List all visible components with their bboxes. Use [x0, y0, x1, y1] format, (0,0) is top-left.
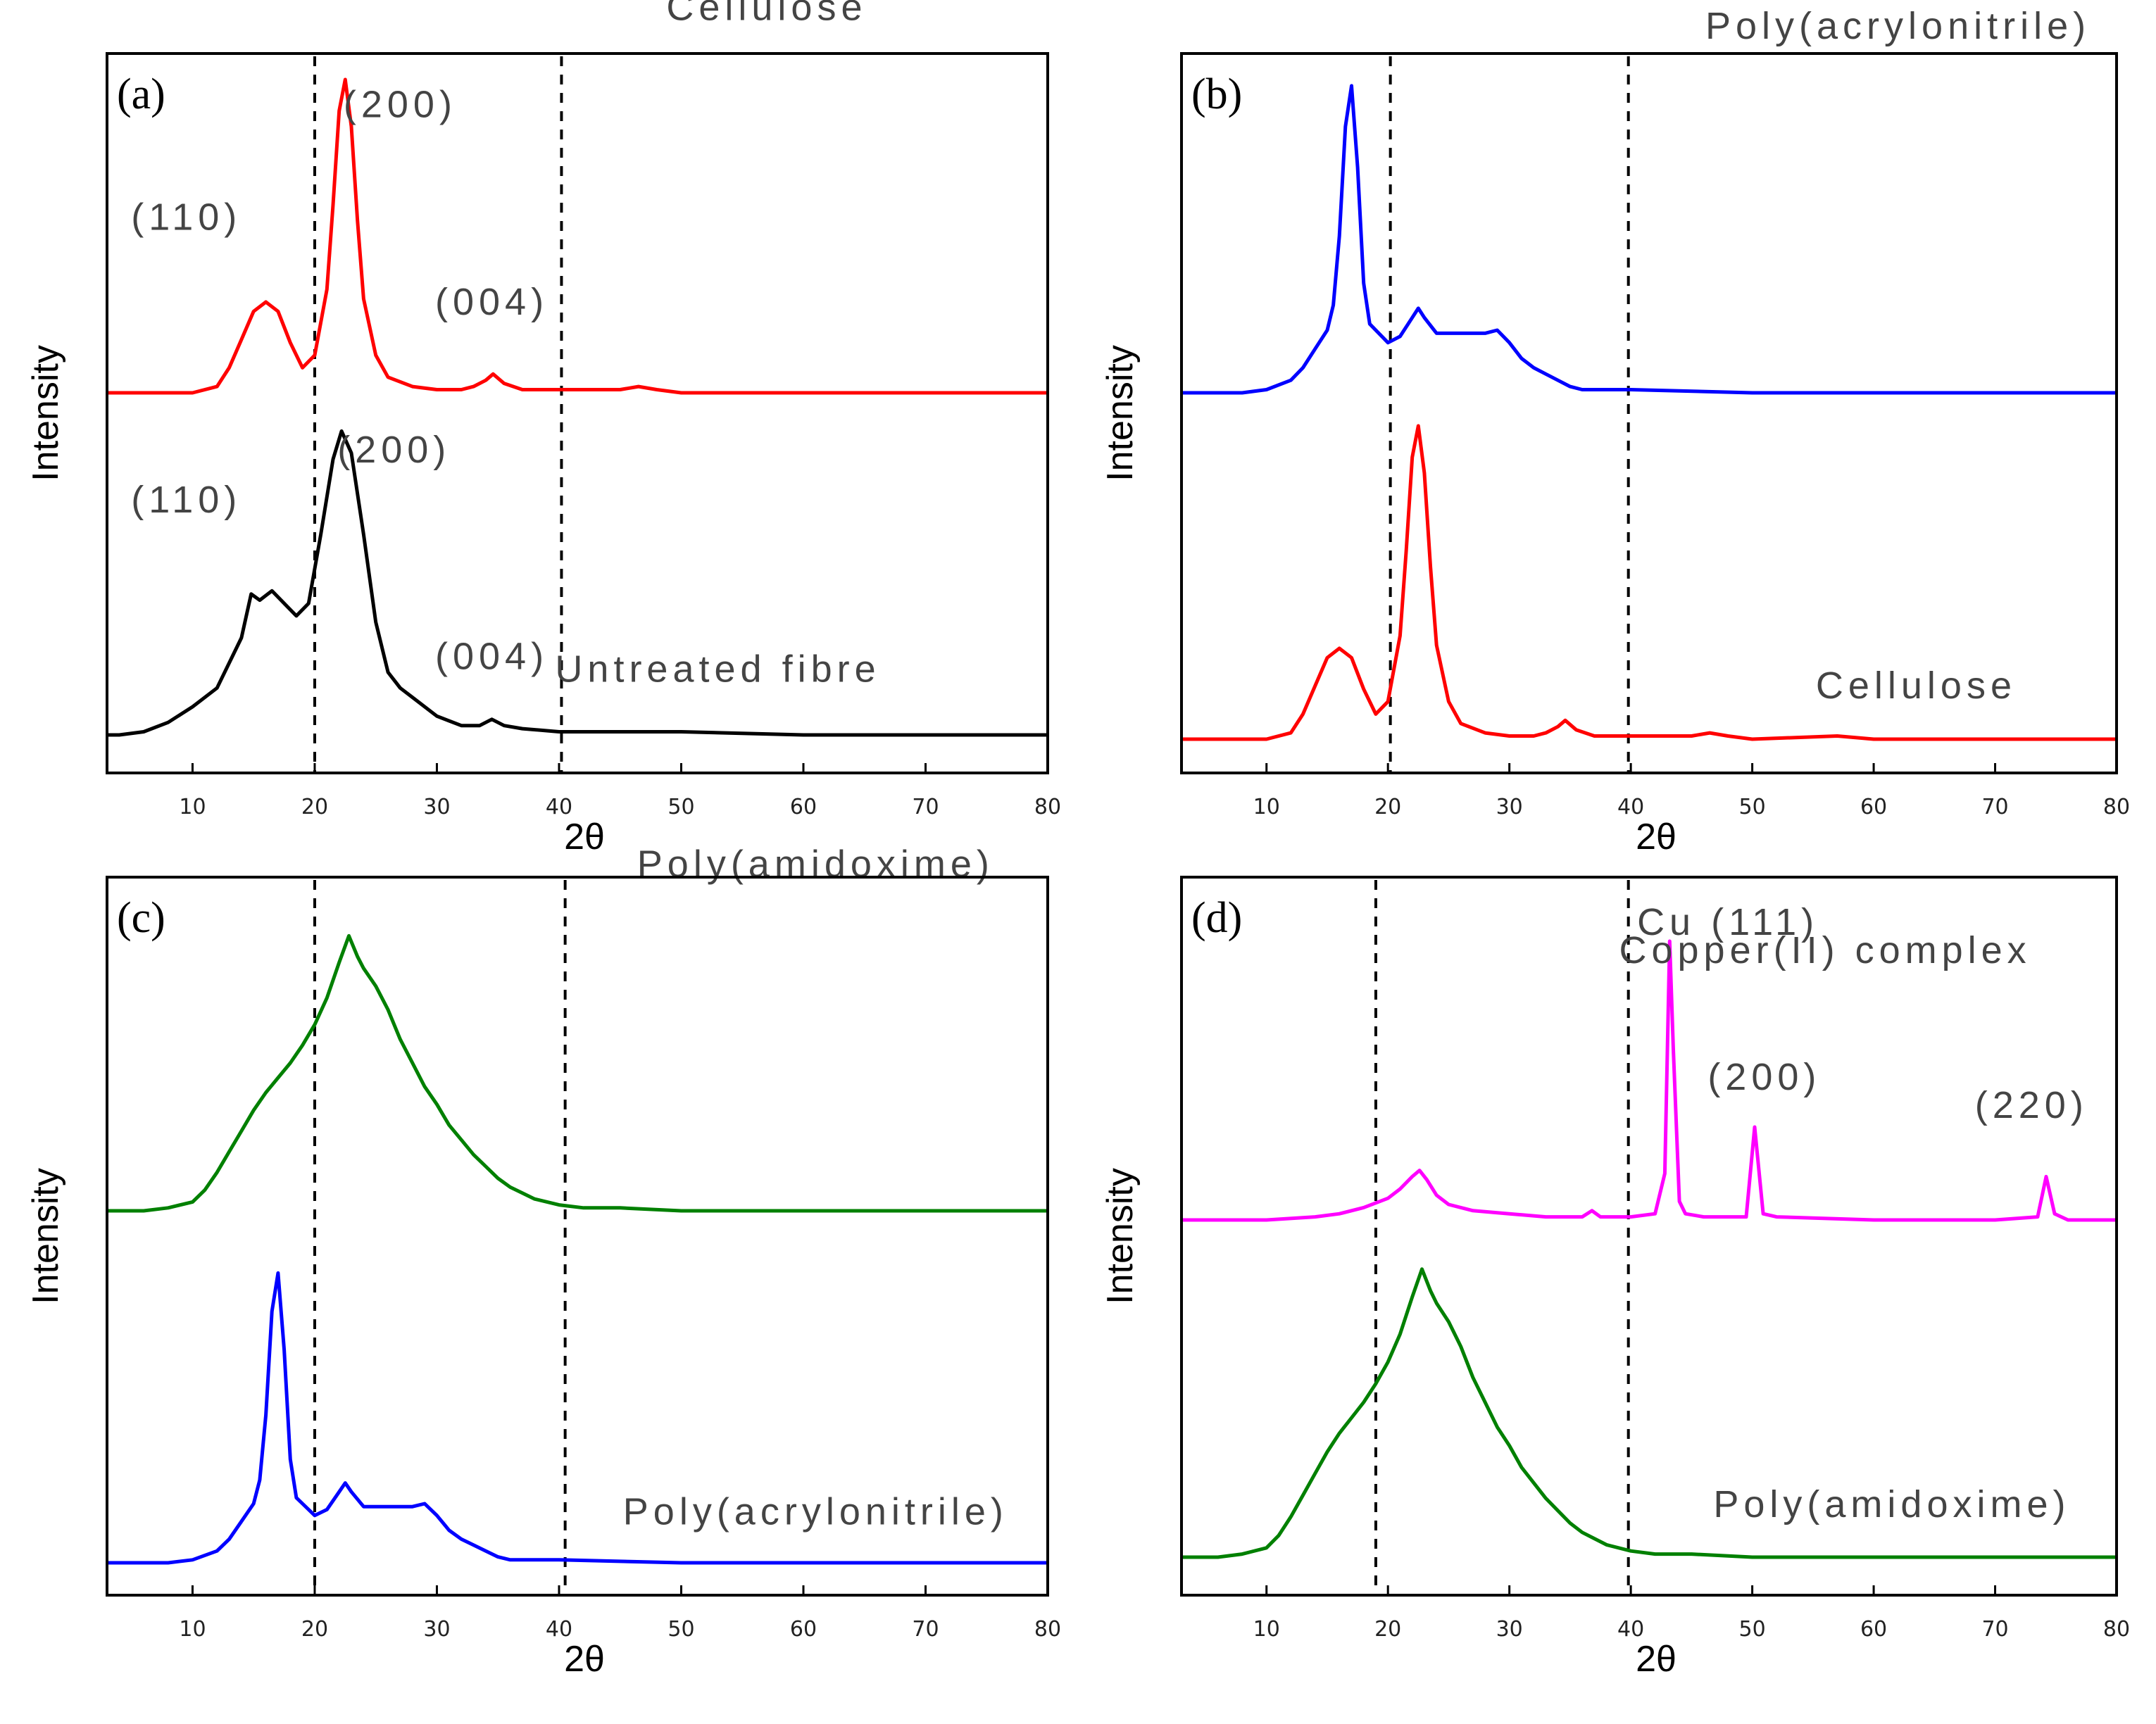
peak-annotation-1: Cu (111)	[1637, 901, 1819, 943]
x-tick-label-2: 20	[1374, 1617, 1401, 1642]
x-axis-label: 2θ	[564, 817, 605, 857]
x-tick-label-1: 10	[1253, 1617, 1280, 1642]
peak-annotation-3: (220)	[1975, 1084, 2088, 1126]
series-line-2	[107, 1271, 1048, 1565]
x-tick-label-6: 60	[790, 1617, 817, 1642]
x-tick-label-3: 30	[423, 795, 450, 819]
series-line-1	[1182, 84, 2117, 395]
series-label-1: Poly(amidoxime)	[637, 843, 994, 885]
chart-panel-3: Poly(amidoxime) Poly(acrylonitrile) 10 20 30…	[25, 843, 1061, 1680]
x-tick-label-4: 40	[1617, 1617, 1644, 1642]
x-tick-label-7: 70	[912, 1617, 939, 1642]
plot-frame	[106, 876, 1049, 1597]
y-axis-label: Intensity	[1100, 1168, 1141, 1304]
x-tick-label-1: 10	[179, 795, 206, 819]
x-tick-label-5: 50	[668, 795, 694, 819]
x-tick-label-8: 80	[1034, 795, 1061, 819]
x-tick-label-4: 40	[546, 795, 572, 819]
x-tick-label-7: 70	[912, 795, 939, 819]
x-tick-label-3: 30	[423, 1617, 450, 1642]
x-tick-label-5: 50	[668, 1617, 694, 1642]
peak-annotation-3: (004)	[435, 281, 549, 323]
x-tick-label-5: 50	[1739, 1617, 1766, 1642]
series-line-1	[1182, 939, 2117, 1222]
chart-panel-1: Cellulose Untreated fibre (110) (200) (004) (…	[25, 0, 1061, 857]
series-label-1: Copper(II) complex	[1619, 929, 2031, 971]
x-tick-label-8: 80	[2103, 1617, 2130, 1642]
x-tick-label-1: 10	[179, 1617, 206, 1642]
series-line-1	[107, 77, 1048, 395]
peak-annotation-6: (004)	[435, 636, 549, 678]
peak-annotation-2: (200)	[1707, 1056, 1821, 1098]
series-line-2	[1182, 424, 2117, 741]
x-tick-label-7: 70	[1981, 795, 2008, 819]
panel-label: (b)	[1191, 70, 1242, 118]
x-tick-label-8: 80	[1034, 1617, 1061, 1642]
series-line-1	[107, 933, 1048, 1213]
plot-frame	[1180, 876, 2118, 1597]
y-axis-label: Intensity	[25, 345, 66, 482]
x-axis-label: 2θ	[1636, 1639, 1676, 1680]
peak-annotation-4: (110)	[131, 479, 242, 521]
series-label-1: Cellulose	[666, 0, 867, 28]
x-tick-label-6: 60	[790, 795, 817, 819]
x-tick-label-6: 60	[1860, 1617, 1887, 1642]
x-tick-label-4: 40	[1617, 795, 1644, 819]
x-tick-label-7: 70	[1981, 1617, 2008, 1642]
x-axis-label: 2θ	[564, 1639, 605, 1680]
peak-annotation-1: (110)	[131, 196, 242, 239]
series-line-2	[1182, 1267, 2117, 1559]
series-label-2: Poly(amidoxime)	[1713, 1483, 2070, 1525]
x-tick-label-8: 80	[2103, 795, 2130, 819]
peak-annotation-2: (200)	[344, 83, 457, 125]
x-tick-label-4: 40	[546, 1617, 572, 1642]
x-tick-label-3: 30	[1496, 1617, 1523, 1642]
chart-panel-2: Poly(acrylonitrile) Cellulose 10 20 30 40 50 60…	[1100, 5, 2130, 857]
series-label-2: Poly(acrylonitrile)	[623, 1490, 1008, 1533]
x-tick-label-1: 10	[1253, 795, 1280, 819]
panel-label: (d)	[1191, 894, 1242, 942]
y-axis-label: Intensity	[1100, 345, 1141, 482]
series-label-1: Poly(acrylonitrile)	[1705, 5, 2091, 47]
x-tick-label-3: 30	[1496, 795, 1523, 819]
y-axis-label: Intensity	[25, 1168, 66, 1304]
x-tick-label-6: 60	[1860, 795, 1887, 819]
panel-label: (a)	[117, 70, 165, 118]
chart-panel-4: Copper(II) complex Poly(amidoxime) Cu (111…	[1100, 876, 2130, 1680]
x-axis-label: 2θ	[1636, 817, 1676, 857]
series-line-2	[107, 429, 1048, 737]
peak-annotation-5: (200)	[337, 429, 451, 471]
x-tick-label-2: 20	[1374, 795, 1401, 819]
series-label-2: Cellulose	[1816, 665, 2017, 707]
x-tick-label-5: 50	[1739, 795, 1766, 819]
plot-frame	[1180, 52, 2118, 774]
plot-frame	[106, 52, 1049, 774]
series-label-2: Untreated fibre	[555, 648, 880, 690]
panel-label: (c)	[117, 894, 165, 942]
x-tick-label-2: 20	[301, 795, 328, 819]
x-tick-label-2: 20	[301, 1617, 328, 1642]
